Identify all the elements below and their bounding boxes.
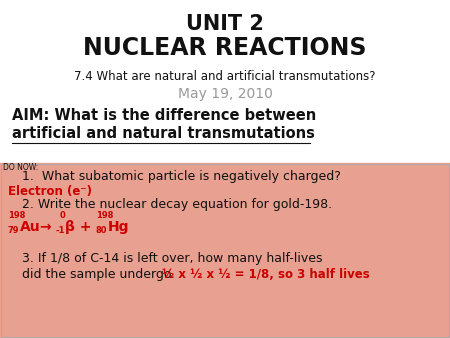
Text: 198: 198 [8, 211, 25, 220]
Text: Electron (e⁻): Electron (e⁻) [8, 185, 92, 198]
Text: →: → [39, 220, 50, 234]
Bar [0, 0, 450, 163]
Text: 2. Write the nuclear decay equation for gold-198.: 2. Write the nuclear decay equation for … [22, 198, 332, 211]
Text: Hg: Hg [108, 220, 130, 234]
Text: Au: Au [20, 220, 40, 234]
Text: 79: 79 [8, 226, 19, 235]
Text: AIM: What is the difference between: AIM: What is the difference between [12, 108, 316, 123]
Text: did the sample undergo: did the sample undergo [22, 268, 171, 281]
Bar [0, 163, 450, 338]
Text: UNIT 2: UNIT 2 [186, 14, 264, 34]
Bar [1, 164, 449, 337]
Text: May 19, 2010: May 19, 2010 [178, 87, 272, 101]
Text: 80: 80 [96, 226, 108, 235]
Text: NUCLEAR REACTIONS: NUCLEAR REACTIONS [83, 36, 367, 60]
Text: ½ x ½ x ½ = 1/8, so 3 half lives: ½ x ½ x ½ = 1/8, so 3 half lives [162, 268, 370, 281]
Text: 198: 198 [96, 211, 113, 220]
Text: artificial and natural transmutations: artificial and natural transmutations [12, 126, 315, 141]
Text: DO NOW:: DO NOW: [3, 163, 38, 172]
Text: 7.4 What are natural and artificial transmutations?: 7.4 What are natural and artificial tran… [74, 70, 376, 83]
Text: -1: -1 [56, 226, 66, 235]
Text: 3. If 1/8 of C-14 is left over, how many half-lives: 3. If 1/8 of C-14 is left over, how many… [22, 252, 323, 265]
Text: 1.  What subatomic particle is negatively charged?: 1. What subatomic particle is negatively… [22, 170, 341, 183]
Text: 0: 0 [60, 211, 66, 220]
Text: β +: β + [65, 220, 91, 234]
